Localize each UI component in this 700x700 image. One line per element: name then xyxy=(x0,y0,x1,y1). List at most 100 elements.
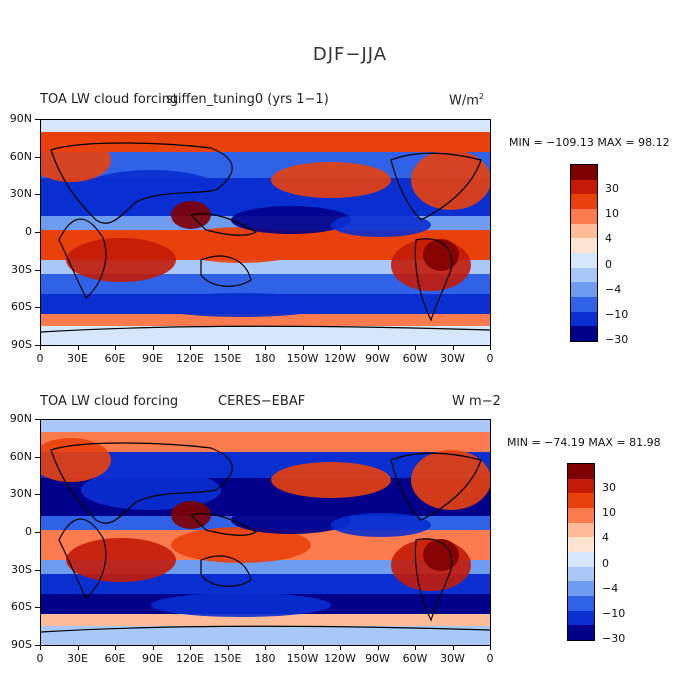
colorbar-label: −10 xyxy=(605,307,629,321)
x-tick-mark xyxy=(152,346,154,350)
colorbar-swatch xyxy=(568,508,594,523)
y-tick-label: 30S xyxy=(11,562,32,576)
panel2-title-left: TOA LW cloud forcing xyxy=(40,394,179,409)
colorbar-swatch xyxy=(568,625,594,640)
y-tick-mark xyxy=(35,419,40,420)
x-tick-label: 90E xyxy=(142,652,163,665)
field-anomaly xyxy=(151,593,331,617)
x-tick-label: 30W xyxy=(440,352,465,365)
field-band xyxy=(41,614,490,626)
panel2-colorbar xyxy=(567,463,595,641)
colorbar-swatch xyxy=(568,537,594,552)
x-tick-label: 150W xyxy=(286,352,319,365)
x-tick-label: 150E xyxy=(213,652,242,665)
coastline xyxy=(58,218,107,299)
colorbar-label: −30 xyxy=(602,631,626,645)
field-anomaly xyxy=(231,506,351,534)
y-tick-label: 90S xyxy=(11,338,32,351)
colorbar-swatch xyxy=(568,522,594,538)
x-tick-label: 0 xyxy=(36,352,44,365)
field-anomaly xyxy=(171,527,311,563)
x-tick-label: 60E xyxy=(104,352,126,365)
colorbar-swatch xyxy=(568,610,594,626)
panel1-field xyxy=(41,120,490,345)
field-anomaly xyxy=(41,438,111,482)
x-tick-label: 90E xyxy=(142,352,163,365)
panel1-units-text: W/m xyxy=(449,93,479,109)
coastline xyxy=(200,255,252,287)
panel1-map xyxy=(40,119,491,346)
panel1-minmax: MIN = −109.13 MAX = 98.12 xyxy=(509,136,670,149)
colorbar-swatch xyxy=(571,238,597,253)
y-tick-label: 60S xyxy=(11,600,32,614)
panel2-map xyxy=(40,419,491,646)
field-anomaly xyxy=(411,450,490,510)
field-anomaly xyxy=(41,138,111,182)
colorbar-swatch xyxy=(568,493,594,508)
x-tick-mark xyxy=(490,346,491,350)
field-anomaly xyxy=(423,239,459,271)
field-band xyxy=(41,326,490,345)
y-tick-mark xyxy=(35,119,40,120)
colorbar-label: −30 xyxy=(605,332,629,346)
colorbar-swatch xyxy=(571,194,597,209)
y-tick-label: 60S xyxy=(11,300,32,314)
coastline xyxy=(189,213,258,236)
colorbar-swatch xyxy=(571,326,597,341)
x-tick-label: 60W xyxy=(402,352,428,365)
panel2-colorbar-labels: 30 10 4 0 −4 −10 −30 xyxy=(602,463,662,645)
colorbar-label: −4 xyxy=(602,581,619,595)
coastline xyxy=(41,325,490,333)
field-anomaly xyxy=(66,238,176,282)
x-tick-mark xyxy=(265,646,266,650)
colorbar-swatch xyxy=(571,165,597,180)
x-tick-mark xyxy=(377,646,379,650)
field-anomaly xyxy=(171,227,311,263)
y-tick-label: 30S xyxy=(11,262,32,276)
colorbar-swatch xyxy=(568,464,594,479)
x-tick-mark xyxy=(190,646,191,650)
colorbar-swatch xyxy=(568,478,594,494)
field-anomaly xyxy=(423,539,459,571)
y-tick-label: 0 xyxy=(25,525,32,538)
x-tick-label: 60E xyxy=(104,652,126,665)
coastline xyxy=(414,538,453,622)
colorbar-swatch xyxy=(571,267,597,283)
x-tick-label: 30E xyxy=(67,352,88,365)
field-band xyxy=(41,120,490,132)
y-tick-mark xyxy=(35,494,40,496)
x-tick-label: 150E xyxy=(213,352,242,365)
y-tick-mark xyxy=(35,307,40,309)
colorbar-swatch xyxy=(571,311,597,327)
coastline xyxy=(58,518,107,599)
colorbar-label: 0 xyxy=(605,257,612,271)
y-tick-mark xyxy=(35,456,40,458)
x-tick-mark xyxy=(377,346,379,350)
colorbar-label: −10 xyxy=(602,606,626,620)
x-tick-mark xyxy=(77,346,79,350)
figure-title: DJF−JJA xyxy=(312,44,388,65)
x-tick-label: 0 xyxy=(36,652,44,665)
y-tick-label: 60N xyxy=(9,149,32,163)
field-anomaly xyxy=(231,206,351,234)
x-tick-mark xyxy=(265,346,266,350)
coastline xyxy=(390,452,482,521)
field-anomaly xyxy=(331,213,431,237)
panel1-units-sup: 2 xyxy=(478,92,484,101)
x-tick-label: 180 xyxy=(254,352,276,365)
field-anomaly xyxy=(81,470,221,510)
x-tick-mark xyxy=(452,646,454,650)
x-tick-label: 0 xyxy=(486,352,494,365)
coastline xyxy=(414,238,453,322)
panel1-title-left: TOA LW cloud forcing xyxy=(40,92,179,107)
x-tick-label: 90W xyxy=(365,652,390,665)
panel1-title-center: stiffen_tuning0 (yrs 1−1) xyxy=(166,92,329,107)
y-tick-label: 0 xyxy=(25,225,32,238)
x-tick-label: 120W xyxy=(324,652,356,665)
coastline xyxy=(189,513,258,536)
x-tick-mark xyxy=(77,646,79,650)
x-tick-mark xyxy=(227,346,229,350)
panel2-x-axis: 0 30E 60E 90E 120E 150E 180 150W 120W 90W 60W 30W 0 xyxy=(36,646,494,668)
field-band xyxy=(41,626,490,645)
coastline xyxy=(200,555,252,587)
